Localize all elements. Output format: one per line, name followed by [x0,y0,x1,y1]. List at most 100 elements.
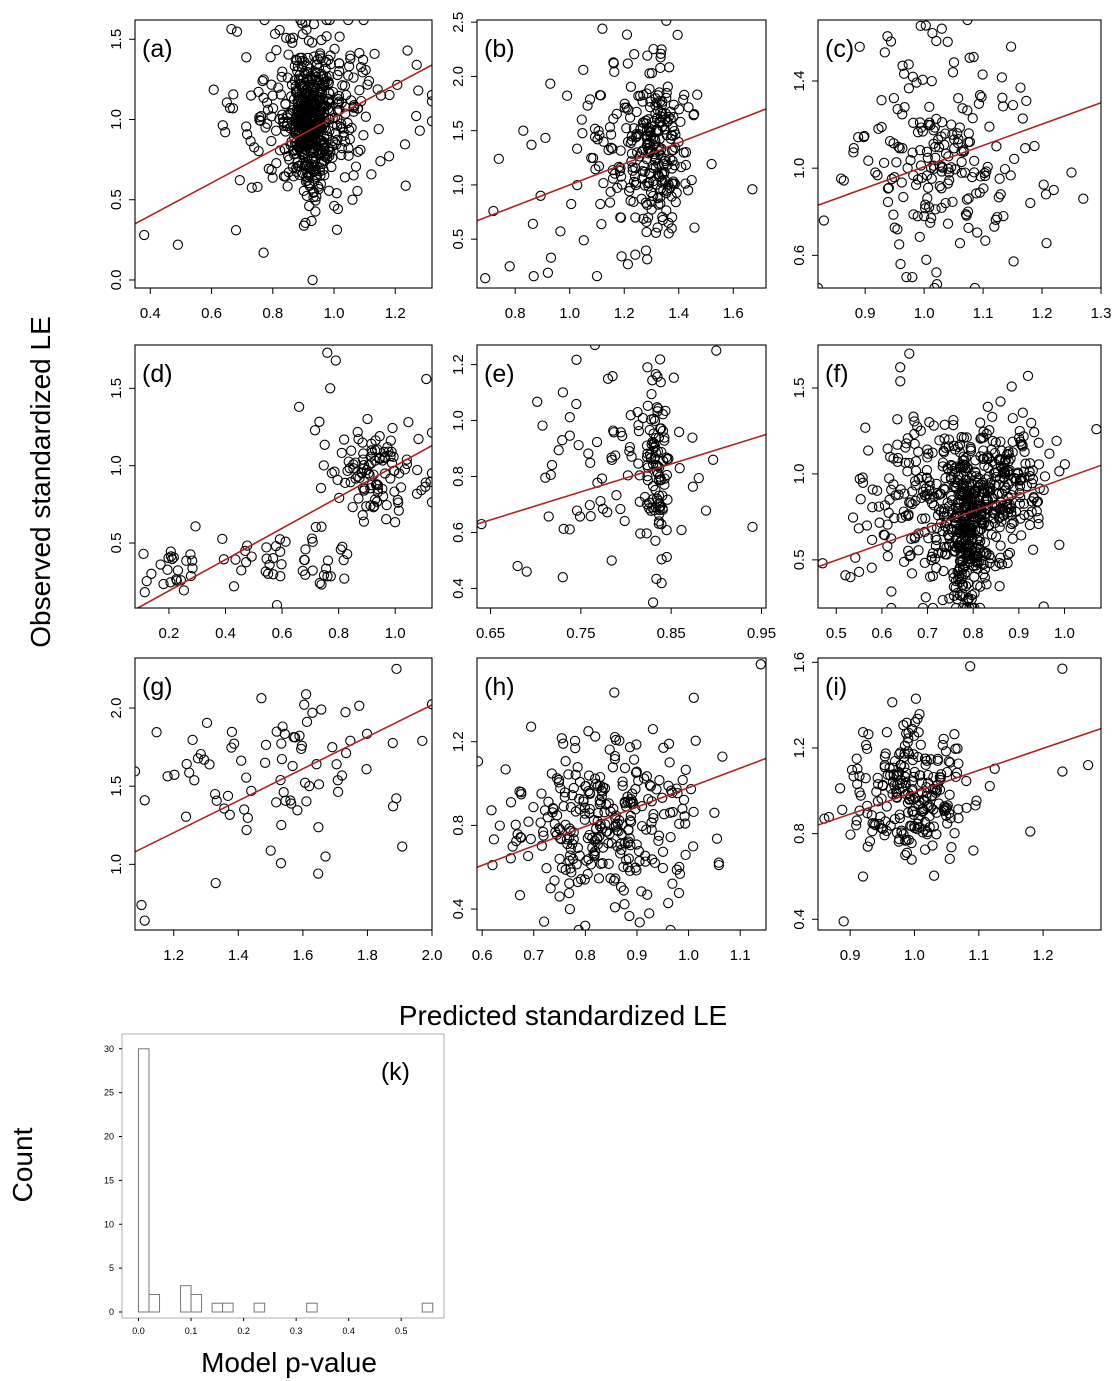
data-point-d-183 [325,383,336,394]
data-point-g-50 [275,774,286,786]
data-point-f-170 [967,602,978,608]
data-point-h-275 [610,821,622,832]
data-point-d-184 [293,401,305,413]
data-point-e-79 [647,375,658,386]
y-tick-label-e-1: 0.6 [450,522,467,543]
data-point-c-190 [876,121,887,133]
data-point-f-11 [981,579,992,590]
data-point-a-476 [354,85,365,96]
data-point-e-138 [624,446,635,457]
data-point-g-63 [241,824,252,836]
y-axis-title: Observed standardized LE [25,316,56,648]
data-point-f-704 [1091,424,1101,435]
data-point-c-1 [915,20,926,32]
data-point-f-594 [874,517,885,528]
data-point-c-209 [1025,197,1036,209]
data-point-c-198 [969,167,980,178]
data-point-d-123 [338,554,349,566]
data-point-a-620 [278,116,289,127]
data-point-b-203 [609,66,620,78]
data-point-d-11 [420,477,431,488]
data-point-e-18 [641,528,652,539]
data-point-c-132 [931,267,942,278]
data-point-e-78 [650,369,661,380]
data-point-b-288 [590,164,601,175]
data-point-f-426 [996,559,1008,570]
data-point-f-549 [1007,533,1018,544]
data-point-a-644 [414,125,425,136]
data-point-b-235 [576,114,587,125]
data-point-i-180 [851,753,862,764]
x-axis-title: Predicted standardized LE [399,1000,727,1031]
data-point-f-451 [981,547,992,559]
data-point-f-272 [1006,381,1017,392]
data-point-h-11 [646,824,657,835]
data-point-h-248 [665,924,676,930]
data-point-f-280 [1017,407,1028,418]
data-point-i-218 [906,723,918,735]
data-point-h-147 [582,868,593,880]
data-point-f-670 [975,581,986,592]
data-point-f-583 [882,443,893,454]
data-point-g-8 [204,759,215,770]
data-point-g-3 [301,716,313,728]
data-point-g-47 [397,841,408,852]
data-point-c-32 [997,92,1008,103]
data-point-h-104 [591,778,602,789]
data-point-g-77 [387,801,399,812]
data-point-d-125 [322,555,334,566]
data-point-a-372 [300,148,311,159]
data-point-a-430 [337,80,348,91]
data-point-a-431 [275,89,286,100]
data-point-f-332 [1039,471,1051,482]
fit-line-h [477,757,766,868]
data-point-d-82 [309,425,321,436]
data-point-i-5 [906,837,917,849]
x-tick-label-k-0: 0.0 [132,1326,145,1336]
data-point-b-286 [633,90,644,102]
data-point-f-707 [840,570,851,581]
data-point-a-325 [314,166,326,177]
x-tick-label-d-1: 0.4 [215,625,236,642]
data-point-b-206 [627,165,638,176]
data-point-f-387 [1003,504,1015,515]
data-point-b-195 [595,198,606,210]
data-point-d-143 [230,554,241,565]
data-point-i-235 [901,835,912,846]
data-point-f-561 [896,512,907,523]
data-point-f-696 [953,489,964,500]
data-point-d-98 [379,451,390,462]
y-tick-label-h-1: 0.8 [450,815,467,836]
data-point-h-128 [500,764,511,775]
data-point-i-185 [932,755,943,766]
data-point-e-103 [553,445,564,456]
data-point-i-38 [910,693,922,704]
data-point-b-115 [654,133,665,145]
data-point-h-82 [592,839,603,850]
data-point-b-184 [589,131,601,143]
data-point-h-293 [622,791,633,802]
data-point-a-499 [282,181,293,192]
data-point-h-223 [677,803,688,814]
data-point-h-46 [572,762,583,773]
data-point-e-33 [642,400,653,411]
data-point-h-72 [607,762,619,773]
data-point-c-180 [1017,113,1028,124]
data-point-f-328 [1019,509,1030,521]
data-point-a-534 [332,93,344,105]
data-point-f-434 [1017,441,1028,452]
data-point-a-650 [258,247,269,258]
data-point-a-595 [258,74,269,85]
data-point-f-502 [917,602,929,608]
data-point-b-172 [645,187,657,198]
data-point-b-125 [655,62,666,74]
data-point-i-78 [950,743,961,754]
x-tick-label-g-4: 2.0 [422,947,443,964]
data-point-h-224 [562,838,573,850]
data-point-h-119 [558,801,569,812]
data-point-g-65 [195,748,206,760]
data-point-f-629 [907,486,918,497]
data-point-e-133 [546,459,558,471]
data-point-d-70 [338,434,350,445]
points-e [477,345,766,608]
